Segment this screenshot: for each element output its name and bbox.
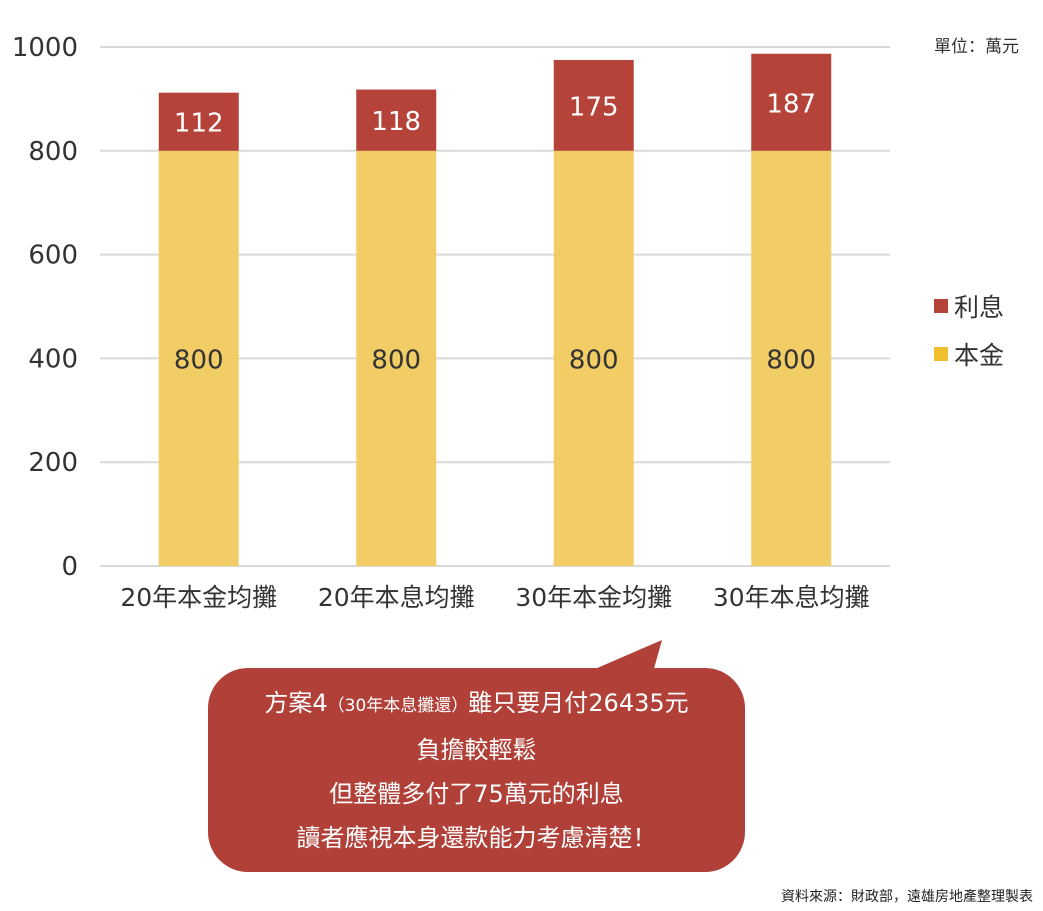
y-tick-label: 200 xyxy=(28,448,78,478)
data-label-interest: 118 xyxy=(371,107,421,137)
legend-label-principal: 本金 xyxy=(954,341,1005,370)
y-tick-label: 0 xyxy=(61,552,78,582)
legend-label-interest: 利息 xyxy=(954,293,1005,322)
data-label-interest: 175 xyxy=(569,92,619,122)
bar-principal xyxy=(356,150,437,567)
callout-line-1-note: （30年本息攤還） xyxy=(327,695,469,716)
legend-item-interest: 利息 xyxy=(934,282,1004,330)
callout-line-2: 負擔較輕鬆 xyxy=(416,735,537,764)
y-tick-label: 1000 xyxy=(12,33,78,63)
callout-line-4: 讀者應視本身還款能力考慮清楚！ xyxy=(296,823,657,852)
callout-line-1-suffix: 雖只要月付26435元 xyxy=(468,688,689,717)
data-label-principal: 800 xyxy=(174,345,224,375)
bar-interest xyxy=(158,92,239,151)
data-label-interest: 112 xyxy=(174,109,224,139)
legend: 利息 本金 xyxy=(934,282,1004,378)
x-tick-label: 30年本息均攤 xyxy=(713,583,870,612)
legend-swatch-interest xyxy=(934,299,948,313)
callout-line-3: 但整體多付了75萬元的利息 xyxy=(329,779,624,808)
y-tick-label: 800 xyxy=(28,137,78,167)
data-label-principal: 800 xyxy=(371,345,421,375)
callout-line-1-prefix: 方案4 xyxy=(264,688,328,717)
bar-principal xyxy=(751,150,832,567)
legend-item-principal: 本金 xyxy=(934,330,1004,378)
bar-interest xyxy=(553,59,634,151)
bar-interest xyxy=(356,89,437,151)
bar-principal xyxy=(553,150,634,567)
x-tick-label: 20年本息均攤 xyxy=(318,583,475,612)
data-label-principal: 800 xyxy=(569,345,619,375)
x-tick-label: 30年本金均攤 xyxy=(515,583,672,612)
x-tick-label: 20年本金均攤 xyxy=(120,583,277,612)
legend-swatch-principal xyxy=(934,347,948,361)
callout-bubble: 方案4（30年本息攤還）雖只要月付26435元 負擔較輕鬆 但整體多付了75萬元… xyxy=(208,668,745,872)
callout-line-1: 方案4（30年本息攤還）雖只要月付26435元 xyxy=(264,681,688,728)
data-label-interest: 187 xyxy=(766,89,816,119)
bar-principal xyxy=(158,150,239,567)
y-tick-label: 600 xyxy=(28,241,78,271)
data-label-principal: 800 xyxy=(766,345,816,375)
bar-interest xyxy=(751,53,832,151)
source-note: 資料來源：財政部，遠雄房地產整理製表 xyxy=(781,889,1033,905)
unit-label: 單位：萬元 xyxy=(934,37,1019,57)
y-tick-label: 400 xyxy=(28,344,78,374)
